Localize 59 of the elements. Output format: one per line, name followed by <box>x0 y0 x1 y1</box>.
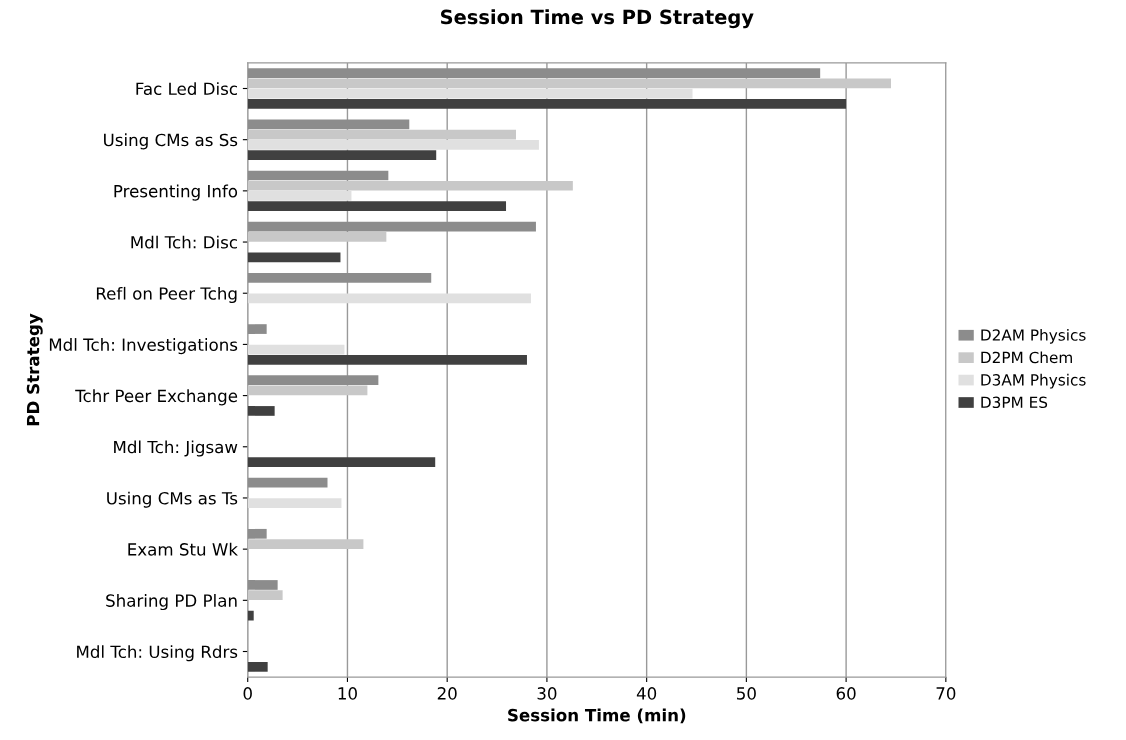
x-tick-label: 60 <box>836 687 856 700</box>
x-tick-label: 30 <box>537 687 557 700</box>
bar <box>247 78 891 89</box>
bar <box>247 324 267 334</box>
bar <box>247 221 536 232</box>
bar <box>247 150 437 160</box>
bar <box>247 232 387 242</box>
bar <box>247 457 436 467</box>
bar <box>247 98 847 109</box>
bar <box>247 191 352 201</box>
legend-label: D2PM Chem <box>981 351 1072 364</box>
x-tick-label: 70 <box>936 687 956 700</box>
chart-title: Session Time vs PD Strategy <box>440 9 754 29</box>
x-tick-label: 10 <box>338 687 357 700</box>
bar <box>247 354 527 365</box>
bar <box>247 129 516 140</box>
bar <box>247 498 342 508</box>
y-tick-label: Mdl Tch: Jigsaw <box>114 440 238 457</box>
bar <box>247 580 278 590</box>
bar <box>247 293 531 304</box>
bar <box>247 477 328 488</box>
x-axis-title: Session Time (min) <box>508 708 686 724</box>
y-tick-label: Using CMs as Ss <box>104 133 238 150</box>
bar <box>247 139 539 150</box>
y-tick-label: Sharing PD Plan <box>106 593 237 611</box>
bar <box>247 539 364 549</box>
bar <box>247 252 341 263</box>
x-tick-label: 0 <box>243 687 252 700</box>
y-axis-title: PD Strategy <box>26 313 43 426</box>
bar <box>247 385 368 396</box>
bar <box>247 344 345 355</box>
legend-label: D3PM ES <box>981 396 1048 409</box>
y-tick-label: Tchr Peer Exchange <box>75 389 238 406</box>
y-tick-label: Using CMs as Ts <box>107 491 238 508</box>
legend-label: D2AM Physics <box>981 328 1086 344</box>
legend-label: D3AM Physics <box>981 373 1086 389</box>
y-tick-label: Mdl Tch: Using Rdrs <box>77 645 238 662</box>
y-tick-label: Fac Led Disc <box>136 82 237 96</box>
bar <box>247 88 693 99</box>
bar <box>247 662 268 672</box>
bar <box>247 406 275 416</box>
bar <box>247 201 507 212</box>
bar <box>247 68 821 78</box>
x-tick-label: 20 <box>437 687 457 700</box>
y-tick-label: Mdl Tch: Disc <box>131 235 237 249</box>
x-tick-label: 40 <box>636 687 657 700</box>
bar <box>247 119 410 130</box>
bar <box>247 590 283 601</box>
bar <box>247 375 379 386</box>
bar <box>247 180 573 191</box>
x-tick-label: 50 <box>737 687 756 700</box>
bar <box>247 170 389 181</box>
bar <box>247 273 432 283</box>
y-tick-label: Refl on Peer Tchg <box>96 286 237 304</box>
y-tick-label: Presenting Info <box>114 184 238 201</box>
y-tick-label: Exam Stu Wk <box>128 542 238 556</box>
y-tick-label: Mdl Tch: Investigations <box>49 338 238 355</box>
bar <box>247 528 267 539</box>
bar <box>247 610 254 621</box>
